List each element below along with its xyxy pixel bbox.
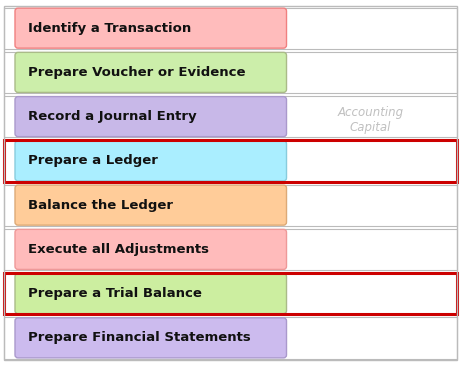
FancyBboxPatch shape: [4, 52, 457, 93]
FancyBboxPatch shape: [15, 141, 287, 181]
FancyBboxPatch shape: [4, 96, 457, 137]
Text: Execute all Adjustments: Execute all Adjustments: [28, 243, 209, 256]
FancyBboxPatch shape: [15, 97, 287, 137]
FancyBboxPatch shape: [15, 8, 287, 48]
FancyBboxPatch shape: [4, 229, 457, 270]
FancyBboxPatch shape: [4, 273, 457, 314]
Text: Prepare Financial Statements: Prepare Financial Statements: [28, 331, 251, 344]
FancyBboxPatch shape: [15, 318, 287, 358]
Text: Prepare a Ledger: Prepare a Ledger: [28, 154, 158, 167]
FancyBboxPatch shape: [15, 274, 287, 314]
FancyBboxPatch shape: [4, 7, 457, 49]
Text: Prepare a Trial Balance: Prepare a Trial Balance: [28, 287, 202, 300]
FancyBboxPatch shape: [4, 317, 457, 359]
Text: Identify a Transaction: Identify a Transaction: [28, 22, 191, 35]
FancyBboxPatch shape: [15, 229, 287, 269]
FancyBboxPatch shape: [15, 52, 287, 92]
Text: Prepare Voucher or Evidence: Prepare Voucher or Evidence: [28, 66, 246, 79]
Text: Record a Journal Entry: Record a Journal Entry: [28, 110, 197, 123]
Text: Balance the Ledger: Balance the Ledger: [28, 199, 173, 212]
Text: Accounting: Accounting: [337, 106, 403, 119]
FancyBboxPatch shape: [4, 140, 457, 182]
FancyBboxPatch shape: [15, 185, 287, 225]
FancyBboxPatch shape: [4, 184, 457, 226]
Text: Capital: Capital: [349, 121, 391, 134]
